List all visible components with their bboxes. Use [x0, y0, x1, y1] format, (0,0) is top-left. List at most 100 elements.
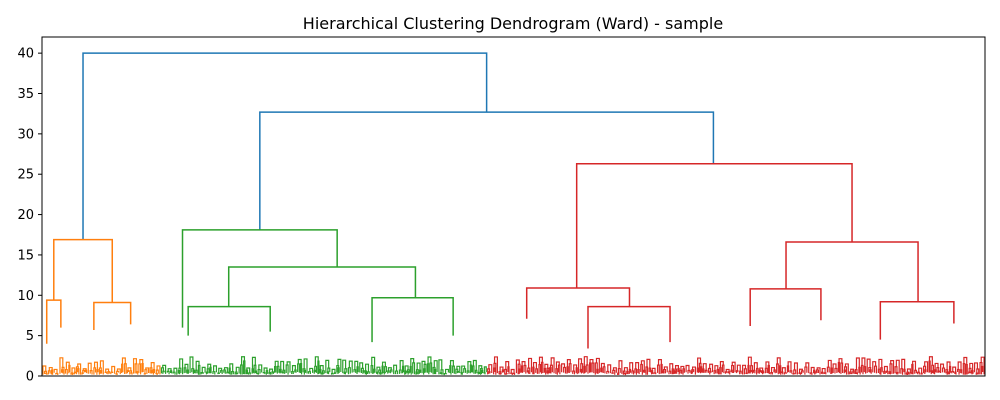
- dendrogram-sublink: [254, 370, 258, 374]
- dendrogram-sublink: [557, 364, 561, 375]
- dendrogram-sublink: [398, 369, 402, 374]
- dendrogram-sublink: [680, 365, 685, 371]
- dendrogram-sublink: [373, 368, 376, 374]
- dendrogram-sublink: [111, 365, 116, 374]
- dendrogram-sublink: [776, 357, 781, 366]
- dendrogram-sublink: [767, 364, 770, 375]
- dendrogram-sublink: [61, 366, 65, 375]
- dendrogram-sublink: [837, 361, 841, 374]
- dendrogram-sublink: [515, 359, 520, 374]
- dendrogram-sublink: [793, 369, 797, 375]
- dendrogram-sublink: [512, 372, 516, 375]
- dendrogram-sublink: [319, 368, 322, 375]
- dendrogram-sublink: [93, 367, 97, 375]
- dendrogram-sublink: [936, 367, 940, 373]
- dendrogram-sublink: [321, 370, 325, 374]
- dendrogram-sublink: [73, 371, 77, 375]
- dendrogram-sublink: [55, 372, 59, 375]
- dendrogram-sublink: [64, 368, 68, 375]
- dendrogram-sublink: [646, 358, 651, 369]
- dendrogram-sublink: [789, 370, 793, 374]
- dendrogram-sublink: [920, 372, 923, 375]
- dendrogram-sublink: [81, 372, 84, 375]
- dendrogram-sublink: [366, 371, 370, 375]
- dendrogram-sublink: [651, 370, 654, 375]
- dendrogram-sublink: [150, 369, 153, 374]
- dendrogram-sublink: [478, 365, 483, 373]
- dendrogram-sublink: [861, 357, 866, 367]
- dendrogram-sublink: [526, 370, 530, 374]
- dendrogram-sublink: [499, 366, 504, 372]
- dendrogram-sublink: [47, 370, 51, 375]
- dendrogram-sublink: [583, 365, 586, 374]
- dendrogram-sublink: [480, 368, 483, 375]
- dendrogram-sublink: [356, 366, 359, 375]
- dendrogram-sublink: [805, 362, 810, 374]
- dendrogram-sublink: [99, 360, 104, 375]
- dendrogram-sublink: [923, 365, 927, 374]
- dendrogram-sublink: [192, 369, 196, 374]
- dendrogram-sublink: [550, 357, 555, 374]
- dendrogram-sublink: [265, 370, 269, 375]
- dendrogram-sublink: [444, 368, 450, 374]
- dendrogram-sublink: [823, 372, 827, 375]
- dendrogram-sublink: [969, 362, 974, 371]
- dendrogram-sublink: [673, 370, 677, 374]
- dendrogram-sublink: [331, 368, 336, 374]
- dendrogram-sublink: [792, 373, 795, 375]
- dendrogram-sublink: [877, 368, 881, 375]
- dendrogram-link: [371, 296, 454, 343]
- dendrogram-sublink: [776, 363, 779, 375]
- dendrogram-sublink: [618, 360, 623, 374]
- y-tick-label: 0: [26, 370, 34, 385]
- dendrogram-sublink: [256, 372, 260, 375]
- dendrogram-sublink: [150, 362, 155, 370]
- dendrogram-sublink: [778, 365, 782, 375]
- dendrogram-sublink: [387, 367, 392, 371]
- dendrogram-sublink: [169, 370, 173, 374]
- dendrogram-sublink: [291, 365, 296, 372]
- dendrogram-sublink: [691, 366, 697, 375]
- dendrogram-sublink: [962, 363, 966, 375]
- dendrogram-sublink: [866, 358, 871, 373]
- dendrogram-link: [785, 241, 919, 302]
- dendrogram-sublink: [911, 363, 914, 375]
- dendrogram-sublink: [702, 363, 707, 371]
- dendrogram-sublink: [246, 367, 251, 373]
- dendrogram-sublink: [759, 367, 764, 371]
- dendrogram-sublink: [765, 361, 770, 369]
- dendrogram-sublink: [544, 363, 549, 369]
- dendrogram-sublink: [205, 371, 209, 375]
- dendrogram-sublink: [98, 367, 102, 375]
- dendrogram-sublink: [354, 360, 359, 370]
- dendrogram-sublink: [843, 369, 846, 374]
- dendrogram-sublink: [878, 358, 883, 370]
- dendrogram-sublink: [505, 373, 508, 375]
- dendrogram-sublink: [297, 363, 300, 373]
- dendrogram-sublink: [248, 372, 251, 375]
- dendrogram-sublink: [362, 370, 365, 374]
- dendrogram-sublink: [455, 368, 459, 375]
- dendrogram-sublink: [572, 370, 576, 375]
- dendrogram-sublink: [134, 363, 138, 374]
- dendrogram-sublink: [438, 359, 443, 375]
- dendrogram-sublink: [707, 367, 712, 373]
- dendrogram-sublink: [595, 357, 600, 373]
- dendrogram-sublink: [321, 372, 324, 375]
- dendrogram-sublink: [662, 368, 667, 374]
- dendrogram-sublink: [389, 369, 393, 374]
- dendrogram-sublink: [387, 370, 390, 374]
- dendrogram-sublink: [370, 365, 374, 374]
- dendrogram-sublink: [65, 361, 70, 370]
- dendrogram-sublink: [976, 368, 980, 375]
- dendrogram-sublink: [251, 368, 254, 374]
- dendrogram-sublink: [144, 369, 148, 375]
- dendrogram-sublink: [474, 369, 478, 374]
- dendrogram-sublink: [200, 372, 204, 375]
- dendrogram-sublink: [573, 364, 578, 372]
- dendrogram-sublink: [427, 356, 432, 364]
- dendrogram-sublink: [253, 364, 257, 374]
- dendrogram-sublink: [268, 372, 272, 375]
- dendrogram-sublink: [319, 365, 324, 371]
- dendrogram-sublink: [498, 371, 502, 375]
